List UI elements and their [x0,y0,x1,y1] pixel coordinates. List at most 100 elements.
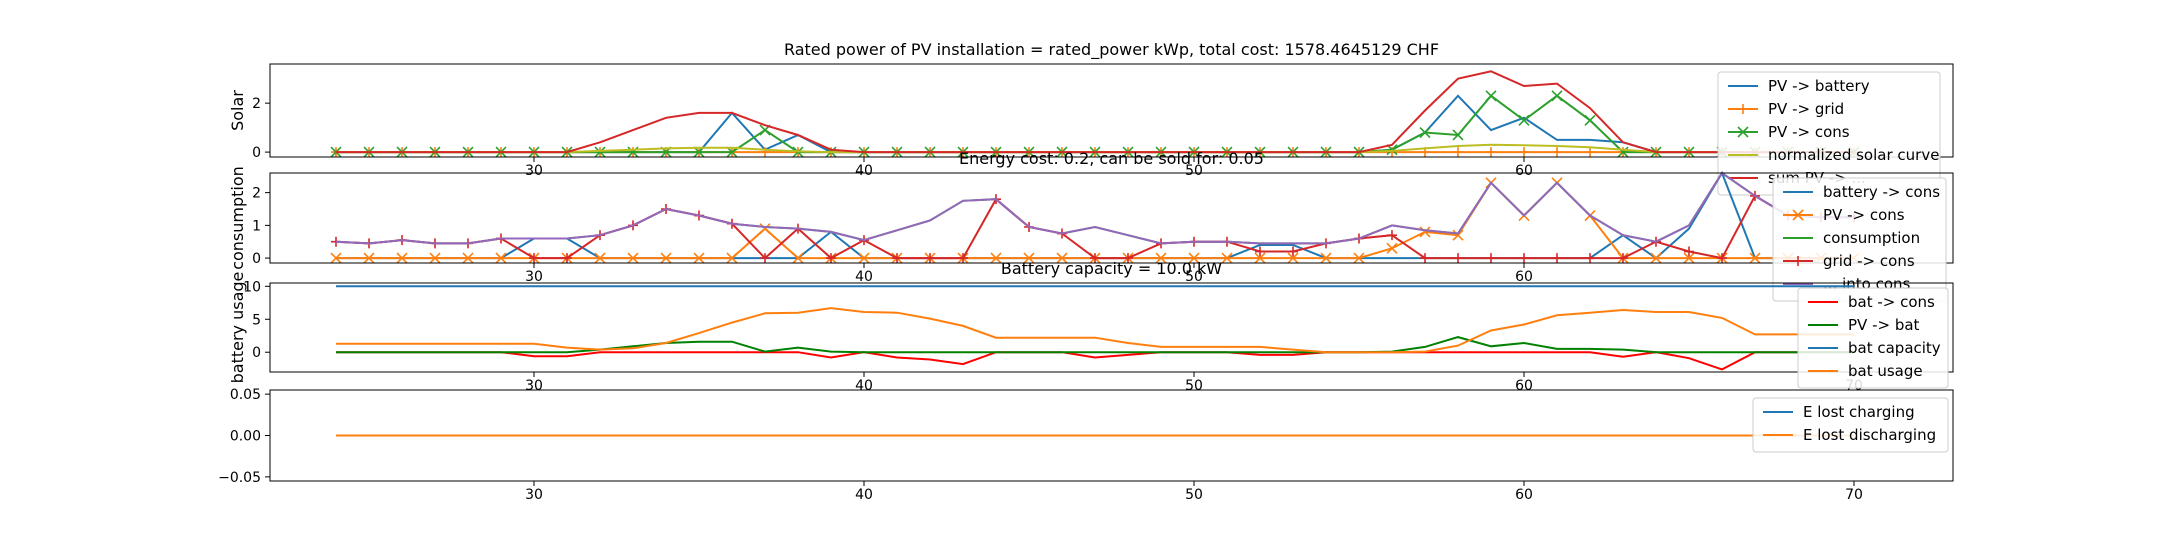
data-point-marker [1353,252,1365,264]
legend: PV -> battery PV -> grid PV -> cons normali… [1717,71,1941,196]
legend-marker [1738,104,1748,114]
data-point-marker [1387,230,1397,241]
legend-label: normalized solar curve [1768,146,1939,164]
data-point-marker [990,252,1002,264]
data-point-marker [1254,252,1266,264]
data-point-marker [1320,252,1332,264]
legend-label: bat capacity [1848,339,1941,357]
data-point-marker [1453,253,1463,264]
data-point-marker [693,146,705,158]
data-point-marker [330,252,342,264]
subplot-2: Energy cost: 0.2, can be sold for: 0.05 c… [228,149,1954,302]
data-point-marker [958,253,968,264]
series-line-1 [336,170,1854,260]
data-point-marker [826,253,836,264]
y-tick-label: 0.00 [230,429,261,445]
data-point-marker [1419,226,1431,238]
data-point-marker [1486,253,1496,264]
data-point-marker [1123,253,1133,264]
data-point-marker [1552,147,1562,158]
data-point-marker [462,252,474,264]
x-tick-label: 40 [855,487,873,503]
data-point-marker [1386,242,1398,254]
y-tick-label: 2 [252,186,261,202]
data-point-marker [760,253,770,264]
legend-marker [1737,126,1749,138]
legend-label: PV -> bat [1848,316,1920,334]
x-tick-label: 30 [525,163,543,179]
x-tick-label: 40 [855,163,873,179]
data-point-marker [1452,229,1464,241]
legend-label: PV -> cons [1768,123,1850,141]
data-point-marker [1287,252,1299,264]
legend-label: battery -> cons [1823,183,1940,201]
data-point-marker [627,252,639,264]
y-tick-label: 1 [252,218,261,234]
plot-area [269,282,1954,373]
data-point-marker [759,223,771,235]
data-point-marker [1485,90,1497,102]
data-point-marker [1452,129,1464,141]
legend: E lost charging E lost discharging [1752,397,1949,453]
data-point-marker [1419,126,1431,139]
x-tick-label: 30 [525,269,543,285]
data-point-marker [495,252,507,264]
x-tick-label: 60 [1515,163,1533,179]
series-line-4 [336,307,1854,354]
data-point-marker [1486,147,1496,158]
x-tick-label: 30 [525,378,543,394]
data-point-marker [1255,246,1265,257]
x-tick-label: 40 [855,378,873,394]
legend-label: consumption [1823,229,1920,247]
series-line-1 [336,351,1854,371]
data-point-marker [1519,253,1529,264]
data-point-marker [1551,90,1563,102]
data-point-marker [363,252,375,264]
y-axis-label: battery usage [228,272,247,384]
subplot-3: Battery capacity = 10.0 kW battery usage 0… [228,259,1954,394]
data-point-marker [594,146,606,158]
data-point-marker [1090,253,1100,264]
legend-label: PV -> grid [1768,100,1844,118]
plot-area [269,63,1954,158]
series-line-2 [336,336,1854,354]
x-tick-label: 50 [1185,378,1203,394]
data-point-marker [1585,147,1595,158]
data-point-marker [562,253,572,264]
series-line-5 [336,70,1854,154]
x-tick-label: 50 [1185,163,1203,179]
data-point-marker [892,253,902,264]
legend-label: E lost charging [1803,403,1915,421]
y-axis-label: consumption [228,166,247,270]
series-line-3 [335,171,1854,245]
data-point-marker [1453,147,1463,158]
data-point-marker [1221,252,1233,264]
data-point-marker [1155,252,1167,264]
y-tick-label: 0.05 [230,387,261,403]
subplot-title: Rated power of PV installation = rated_p… [784,40,1439,60]
data-point-marker [1023,252,1035,264]
data-point-marker [925,253,935,264]
x-tick-label: 30 [525,487,543,503]
legend-label: E lost discharging [1803,426,1936,444]
data-point-marker [1717,253,1727,264]
y-tick-label: 0 [252,251,261,267]
data-point-marker [1519,147,1529,158]
legend-label: PV -> cons [1823,206,1905,224]
data-point-marker [1056,252,1068,264]
data-point-marker [1684,246,1694,257]
x-tick-label: 50 [1185,487,1203,503]
y-tick-label: 2 [252,96,261,112]
legend: battery -> cons PV -> cons consumption grid… [1772,177,1947,302]
data-point-marker [1420,253,1430,264]
y-tick-label: 5 [252,312,261,328]
x-tick-label: 40 [855,269,873,285]
data-point-marker [594,252,606,264]
data-point-marker [396,252,408,264]
data-point-marker [1650,252,1662,264]
x-tick-label: 70 [1845,487,1863,503]
data-point-marker [660,252,672,264]
data-point-marker [1683,252,1695,264]
